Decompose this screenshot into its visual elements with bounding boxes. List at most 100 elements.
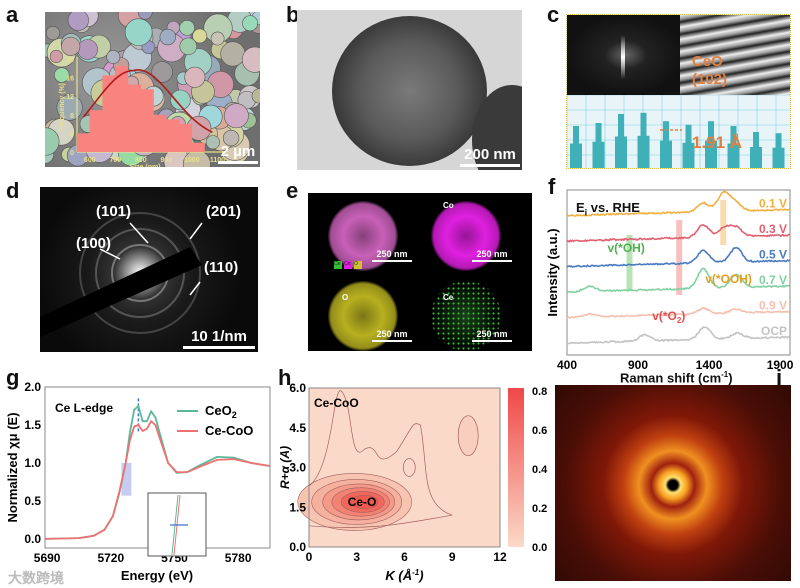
x-tick-label: 12 [493,550,507,564]
profile-peak-base [615,136,627,168]
saed-pattern: (101) (201) (100) (110) [40,187,258,352]
wavelet-transform-chart: 0.0 1.5 3.0 4.5 6.0 0 3 6 9 12 K (Å-1) R+α (Å) Ce-Co… [280,381,548,583]
x-tick-label: 1000 [184,157,200,164]
sem-sphere [137,12,153,20]
eds-map-co [431,201,501,271]
annotation-end: ) [681,309,685,323]
sem-sphere [151,61,173,83]
raman-xlabel: Raman shift (cm-1) [620,370,733,385]
edge-highlight [121,462,132,496]
panel-label-i: i [776,365,783,390]
plot-frame [566,189,791,356]
histogram-bar [115,65,129,152]
series-label: 0.5 V [759,248,787,262]
y-axis-label: Frequency (%) [59,83,66,131]
series-label: 0.1 V [759,197,787,211]
y-tick-label: 4.5 [289,421,306,435]
fft-image [567,15,680,95]
scale-bar-text: 250 nm [376,329,408,339]
y-tick-label: 1.5 [24,418,41,432]
profile-peak-base [705,140,717,168]
diffraction-rings [40,212,203,337]
scale-bar-e1: 250 nm [372,249,412,262]
ring-label-101: (101) [96,203,132,220]
element-label-co: Co [443,201,454,210]
y-tick-label: 16 [66,76,74,83]
tem-image [297,10,522,170]
hrtem-analysis: CeO (102) 1.91 Å [566,14,791,169]
sem-sphere [241,46,260,73]
scale-bar-text: 10 1/nm [191,328,247,345]
sem-sphere [223,103,249,129]
histogram-bar [102,75,116,152]
legend-subscript: 2 [232,410,237,420]
element-label-o: O [342,293,349,302]
sem-sphere [184,66,206,88]
histogram-bar [140,89,154,152]
x-tick-label: 900 [628,358,648,372]
annotation-oh: v(*OH) [607,241,644,255]
histogram-bar [76,133,90,152]
contour-island [402,458,416,477]
y-axis-label: Normalized χμ (E) [5,412,20,522]
sem-sphere [106,49,121,64]
eds-map-overlay [328,201,398,271]
panel-label-e: e [286,178,299,203]
legend-label: CeO2 [205,403,237,420]
eds-map-ce [431,281,501,351]
eds-map-o [328,281,398,351]
sem-sphere [179,37,198,56]
y-tick-label: 0.0 [289,540,306,554]
spectrum-line [566,325,790,345]
watermark: 大数跨境 [8,570,64,586]
y-tick-label: 0.5 [24,494,41,508]
fft-spots [621,35,625,79]
legend-ce: Ce [334,261,342,269]
series-label: 0.3 V [759,222,787,236]
sem-sphere [54,67,70,83]
legend-co: Co [344,261,352,269]
gaussian-fit-curve [82,69,213,133]
colorbar-tick-label: 0.4 [532,464,548,476]
sem-sphere [179,19,195,36]
sem-sphere [222,129,240,147]
annotation-ooh: v(*OOH) [705,272,752,286]
x-tick-label: 5690 [34,551,61,565]
plot-frame [308,387,501,548]
profile-peak-base [682,142,695,168]
profile-peak-base [637,135,650,168]
y-tick-label: 12 [66,94,74,101]
spectrum-line [566,267,790,294]
x-axis-label-sup: -1 [412,568,420,577]
sem-sphere [45,26,60,41]
sem-sphere [56,94,83,121]
ce-o-annotation: Ce-O [348,495,377,509]
scale-bar-text: 2 µm [220,143,256,160]
x-tick-label: 1400 [696,358,723,372]
ring-label-110: (110) [204,259,239,276]
x-tick-label: 0 [306,550,313,564]
panel-label-h: h [278,365,292,390]
legend-label: Ce-CoO [205,423,253,438]
x-tick-label: 9 [449,550,456,564]
histogram-bar [179,124,193,152]
eds-maps: Co O Ce Ce Co O 250 nm 250 nm 250 nm 250… [308,193,532,351]
xlabel-end: ) [728,370,733,386]
panel-label-a: a [6,2,19,27]
y-tick-label: 4 [70,131,74,138]
sem-sphere [45,127,60,156]
histogram-bar [191,142,205,152]
intensity-profile [567,95,790,168]
sem-sphere [205,135,220,150]
y-tick-label: 1.5 [289,500,306,514]
series-label: OCP [761,324,787,338]
scale-bar-e4: 250 nm [472,329,512,342]
element-label-ce: Ce [443,293,454,302]
panel-label-f: f [548,174,556,199]
contour-outer [308,390,453,528]
sample-title: Ce-CoO [314,396,359,410]
d-spacing-label: 1.91 Å [692,133,743,152]
scale-bar-d: 10 1/nm [183,328,255,349]
y-tick-label: 6.0 [289,381,306,395]
edge-title: Ce L-edge [55,401,113,415]
